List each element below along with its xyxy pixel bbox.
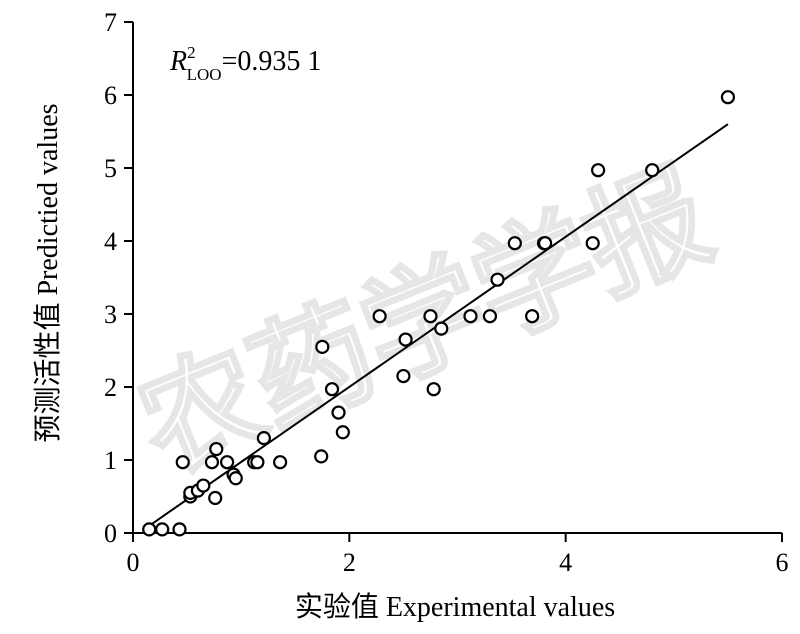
data-point (423, 309, 438, 324)
data-point (228, 471, 243, 486)
r2-annotation: R2 LOO=0.935 1 (169, 43, 321, 84)
r2-superscript: 2 (187, 43, 196, 62)
data-point (273, 455, 288, 470)
x-axis-title: 实验值 Experimental values (295, 591, 615, 623)
y-tick-label: 0 (104, 519, 117, 548)
data-point (314, 449, 329, 464)
x-axis-ticks: 0 2 4 6 (127, 533, 789, 577)
data-point (426, 382, 441, 397)
y-tick-label: 3 (104, 300, 117, 329)
axes (132, 22, 782, 534)
r2-symbol: R (169, 46, 187, 77)
y-axis-ticks: 0 1 2 3 4 5 6 7 (104, 8, 133, 548)
y-tick-label: 6 (104, 81, 117, 110)
data-point (172, 522, 187, 537)
data-point (204, 455, 220, 470)
y-tick-label: 1 (104, 446, 117, 475)
data-point (645, 163, 660, 178)
data-point (525, 309, 540, 324)
data-point (720, 90, 736, 105)
data-point (175, 455, 190, 470)
data-point (220, 455, 235, 470)
y-tick-label: 7 (104, 8, 117, 37)
x-tick-label: 2 (343, 548, 356, 577)
data-point (482, 309, 498, 324)
y-tick-label: 4 (104, 227, 117, 256)
data-point (324, 382, 340, 397)
data-point (372, 309, 387, 324)
y-tick-label: 2 (104, 373, 117, 402)
data-point (434, 321, 449, 336)
data-point (398, 332, 413, 347)
data-point (490, 272, 505, 287)
y-axis-title: 预测活性值 Predictied values (32, 103, 64, 442)
r2-subscript: LOO (187, 65, 222, 84)
data-point (538, 236, 553, 251)
data-point (396, 368, 411, 384)
x-tick-label: 4 (559, 548, 572, 577)
data-point (155, 522, 170, 537)
data-point (208, 490, 223, 506)
data-point (463, 309, 478, 324)
data-points (142, 90, 736, 537)
data-point (507, 236, 522, 251)
data-point (585, 236, 600, 251)
data-point (331, 405, 346, 420)
r2-value: =0.935 1 (222, 46, 322, 77)
y-tick-label: 5 (104, 154, 117, 183)
data-point (196, 478, 211, 493)
data-point (591, 163, 606, 178)
x-tick-label: 0 (127, 548, 140, 577)
data-point (256, 431, 271, 446)
data-point (209, 441, 224, 457)
data-point (250, 455, 265, 470)
data-point (335, 425, 350, 440)
x-tick-label: 6 (776, 548, 789, 577)
data-point (142, 522, 157, 537)
data-point (315, 339, 330, 354)
